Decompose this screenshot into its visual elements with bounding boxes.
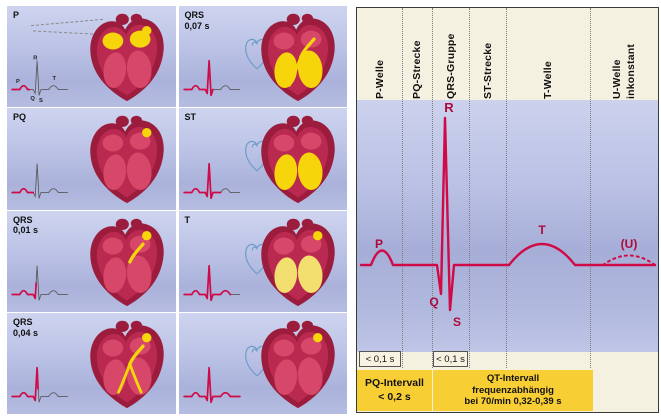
ecg-curve: P R Q S T (U) <box>359 100 657 329</box>
column-separator <box>506 8 507 368</box>
phase-label: QRS 0,07 s <box>184 10 210 31</box>
heart-icon <box>261 116 335 204</box>
heart-icon <box>261 320 335 408</box>
mini-ecg-icon <box>182 162 240 199</box>
phase-cell-st: ST <box>178 108 347 210</box>
phase-cell-t: T <box>178 210 347 312</box>
ecg-wave-diagram: P-Welle PQ-Strecke QRS-Gruppe ST-Strecke… <box>356 7 659 413</box>
heart-icon <box>89 13 164 102</box>
mini-wave-r: R <box>33 56 38 62</box>
phase-label: QRS 0,01 s <box>13 214 39 236</box>
mini-wave-t: T <box>53 76 57 82</box>
heart-icon <box>261 13 335 102</box>
duration-box-qrs: < 0,1 s <box>433 351 468 367</box>
heart-icon <box>261 218 335 306</box>
phase-label: QRS 0,04 s <box>13 316 39 338</box>
wave-label-p: P <box>375 237 383 251</box>
mini-wave-s: S <box>39 98 43 103</box>
plot-background <box>357 100 658 352</box>
phase-cell-qrs-004: QRS 0,04 s <box>7 312 176 414</box>
qt-interval-box: QT-Intervall frequenzabhängig bei 70/min… <box>433 370 593 411</box>
mini-ecg-icon <box>182 366 241 404</box>
phase-cell-end <box>178 312 347 414</box>
heart-icon <box>89 320 164 408</box>
heart-icon <box>89 218 164 306</box>
column-label-pq-strecke: PQ-Strecke <box>411 40 423 99</box>
phase-label: ST <box>184 112 197 123</box>
wave-label-r: R <box>444 100 454 115</box>
column-label-qrs-gruppe: QRS-Gruppe <box>444 33 457 99</box>
phase-label: P <box>13 10 20 20</box>
phase-cell-qrs-007: QRS 0,07 s <box>178 6 347 108</box>
mini-wave-p: P <box>16 79 20 85</box>
mini-ecg-icon <box>182 264 240 301</box>
column-separator <box>402 8 403 368</box>
wave-label-q: Q <box>429 295 438 309</box>
duration-box-p: < 0,1 s <box>359 351 401 367</box>
phase-cell-pq: PQ <box>7 108 176 210</box>
phase-cell-p: P R P T Q S <box>7 6 176 108</box>
column-label-t-welle: T-Welle <box>542 61 554 99</box>
mini-wave-q: Q <box>30 96 35 102</box>
mini-ecg-icon <box>11 163 68 198</box>
wave-label-t: T <box>538 223 546 237</box>
mini-ecg-icon <box>11 366 68 403</box>
column-label-p-welle: P-Welle <box>373 59 386 99</box>
mini-ecg-icon <box>182 60 240 97</box>
column-separator <box>469 8 470 368</box>
column-label-u-welle: U-Welle inkonstant <box>611 43 637 99</box>
column-separator <box>432 8 433 368</box>
column-label-st-strecke: ST-Strecke <box>481 42 494 99</box>
heart-icon <box>89 116 164 204</box>
column-separator <box>590 8 591 368</box>
pq-interval-box: PQ-Intervall < 0,2 s <box>357 370 432 411</box>
mini-ecg-icon: R P T Q S <box>11 56 68 103</box>
phase-label: T <box>184 214 191 225</box>
wave-label-s: S <box>453 315 461 329</box>
phase-label: PQ <box>13 112 27 123</box>
mini-ecg-icon <box>11 265 68 301</box>
wave-label-u: (U) <box>621 237 638 251</box>
phase-cell-qrs-001: QRS 0,01 s <box>7 210 176 312</box>
ecg-phase-grid: P R P T Q S QRS 0,07 s PQ <box>7 6 347 414</box>
